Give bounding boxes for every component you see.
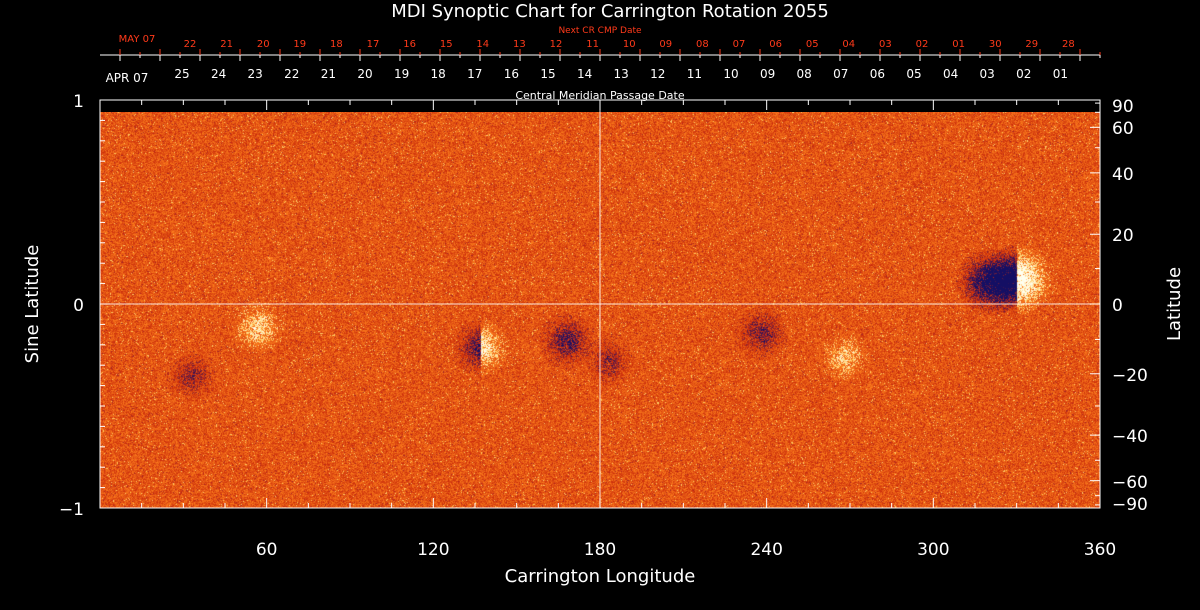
next-cmp-date-label: 14 [476,39,489,50]
x-tick-label: 60 [256,540,278,560]
x-tick-label: 360 [1084,540,1116,560]
next-cmp-date-label: 08 [696,39,709,50]
next-cmp-date-label: 21 [220,39,233,50]
cmp-date-ticks [119,49,1101,61]
cmp-date-label: 19 [394,67,409,81]
cmp-date-label: 07 [833,67,848,81]
next-cmp-date-label: 30 [989,39,1002,50]
cmp-date-label: 11 [687,67,702,81]
next-cmp-date-label: 20 [257,39,270,50]
next-cmp-date-label: 09 [659,39,672,50]
right-tick-label: −90 [1112,495,1148,515]
cmp-date-label: 03 [980,67,995,81]
next-cmp-date-label: 01 [952,39,965,50]
cmp-date-label: 06 [870,67,885,81]
right-axis-ticks [1090,99,1100,509]
x-axis-ticks [99,100,1101,508]
right-tick-label: 60 [1112,119,1134,139]
left-axis-ticks [100,99,110,509]
cmp-date-label: 10 [723,67,738,81]
next-cmp-date-label: 28 [1062,39,1075,50]
x-axis-title: Carrington Longitude [505,566,696,587]
cmp-date-label: 12 [650,67,665,81]
next-cmp-date-label: 11 [586,39,599,50]
next-cmp-date-label: 22 [184,39,197,50]
cmp-date-label: 14 [577,67,592,81]
cmp-axis-label: Central Meridian Passage Date [515,89,684,102]
next-cmp-date-label: 06 [769,39,782,50]
right-tick-label: −40 [1112,427,1148,447]
left-axis-tick-labels: 1 0 −1 [59,92,84,520]
next-cmp-date-label: 07 [733,39,746,50]
next-cmp-month-label: MAY 07 [119,34,156,45]
cmp-date-label: 05 [906,67,921,81]
left-tick-label: 0 [73,296,84,316]
next-cmp-date-label: 04 [842,39,855,50]
x-tick-label: 300 [917,540,949,560]
left-tick-label: 1 [73,92,84,112]
cmp-date-label: 02 [1016,67,1031,81]
next-cmp-date-label: 17 [367,39,380,50]
next-cmp-date-label: 29 [1025,39,1038,50]
next-cmp-date-label: 12 [550,39,563,50]
cmp-date-label: 23 [248,67,263,81]
left-axis-title: Sine Latitude [22,245,43,364]
cmp-date-labels: 25 24 23 22 21 20 19 18 17 16 15 14 13 12 11 10 09 08 07 06… [174,67,1068,81]
x-axis-tick-labels: 60 120 180 240 300 360 [256,540,1116,560]
next-cmp-date-label: 10 [623,39,636,50]
cmp-date-label: 16 [504,67,519,81]
right-tick-label: 20 [1112,226,1134,246]
cmp-date-label: 09 [760,67,775,81]
x-tick-label: 240 [750,540,782,560]
right-tick-label: −20 [1112,366,1148,386]
next-cmp-date-label: 18 [330,39,343,50]
cmp-date-label: 22 [284,67,299,81]
next-cmp-date-label: 13 [513,39,526,50]
cmp-date-label: 01 [1053,67,1068,81]
next-cmp-date-label: 15 [440,39,453,50]
right-tick-label: 40 [1112,165,1134,185]
next-cmp-axis-label: Next CR CMP Date [558,26,642,36]
next-cmp-date-label: 16 [403,39,416,50]
cmp-date-label: 17 [467,67,482,81]
next-cmp-date-label: 02 [916,39,929,50]
cmp-date-label: 04 [943,67,958,81]
cmp-date-label: 13 [614,67,629,81]
cmp-date-label: 15 [540,67,555,81]
left-tick-label: −1 [59,500,84,520]
right-tick-label: 0 [1112,296,1123,316]
cmp-date-label: 20 [357,67,372,81]
cmp-date-label: 24 [211,67,226,81]
right-tick-label: −60 [1112,473,1148,493]
x-tick-label: 180 [584,540,616,560]
cmp-date-label: 08 [797,67,812,81]
chart-title: MDI Synoptic Chart for Carrington Rotati… [391,1,829,22]
cmp-date-label: 18 [431,67,446,81]
cmp-date-label: 21 [321,67,336,81]
cmp-date-label: 25 [174,67,189,81]
next-cmp-date-label: 05 [806,39,819,50]
right-axis-title: Latitude [1164,267,1185,341]
next-cmp-date-labels: 22 21 20 19 18 17 16 15 14 13 12 11 10 09 08 07 06 05 04 03… [184,39,1075,50]
next-cmp-date-label: 19 [293,39,306,50]
x-tick-label: 120 [417,540,449,560]
cmp-month-label: APR 07 [106,71,149,85]
next-cmp-date-label: 03 [879,39,892,50]
right-tick-label: 90 [1112,97,1134,117]
